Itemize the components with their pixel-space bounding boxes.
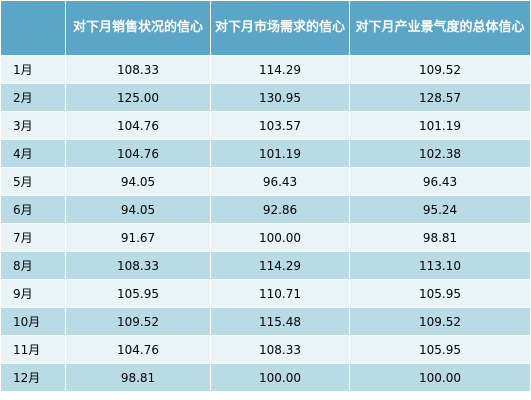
header-demand-confidence: 对下月市场需求的信心 — [210, 0, 350, 56]
demand-cell: 130.95 — [210, 83, 350, 112]
sales-cell: 109.52 — [65, 307, 211, 336]
sales-cell: 94.05 — [65, 195, 211, 224]
month-cell: 3月 — [0, 111, 66, 140]
month-cell: 6月 — [0, 195, 66, 224]
table-row: 7月 91.67 100.00 98.81 — [0, 223, 531, 252]
table-row: 4月 104.76 101.19 102.38 — [0, 139, 531, 168]
overall-cell: 113.10 — [349, 251, 531, 280]
table-row: 5月 94.05 96.43 96.43 — [0, 167, 531, 196]
overall-cell: 102.38 — [349, 139, 531, 168]
month-cell: 9月 — [0, 279, 66, 308]
sales-cell: 125.00 — [65, 83, 211, 112]
sales-cell: 91.67 — [65, 223, 211, 252]
month-cell: 1月 — [0, 55, 66, 84]
demand-cell: 92.86 — [210, 195, 350, 224]
sales-cell: 105.95 — [65, 279, 211, 308]
sales-cell: 98.81 — [65, 363, 211, 392]
demand-cell: 96.43 — [210, 167, 350, 196]
month-cell: 8月 — [0, 251, 66, 280]
demand-cell: 100.00 — [210, 223, 350, 252]
sales-cell: 104.76 — [65, 335, 211, 364]
table-row: 2月 125.00 130.95 128.57 — [0, 83, 531, 112]
demand-cell: 100.00 — [210, 363, 350, 392]
overall-cell: 101.19 — [349, 111, 531, 140]
sales-cell: 108.33 — [65, 55, 211, 84]
month-cell: 7月 — [0, 223, 66, 252]
header-sales-confidence: 对下月销售状况的信心 — [65, 0, 211, 56]
table-row: 3月 104.76 103.57 101.19 — [0, 111, 531, 140]
demand-cell: 108.33 — [210, 335, 350, 364]
sales-cell: 108.33 — [65, 251, 211, 280]
overall-cell: 128.57 — [349, 83, 531, 112]
demand-cell: 101.19 — [210, 139, 350, 168]
month-cell: 12月 — [0, 363, 66, 392]
demand-cell: 114.29 — [210, 55, 350, 84]
overall-cell: 109.52 — [349, 307, 531, 336]
header-month — [0, 0, 66, 56]
table-row: 11月 104.76 108.33 105.95 — [0, 335, 531, 364]
demand-cell: 110.71 — [210, 279, 350, 308]
month-cell: 4月 — [0, 139, 66, 168]
overall-cell: 96.43 — [349, 167, 531, 196]
overall-cell: 98.81 — [349, 223, 531, 252]
overall-cell: 109.52 — [349, 55, 531, 84]
table-row: 6月 94.05 92.86 95.24 — [0, 195, 531, 224]
overall-cell: 105.95 — [349, 279, 531, 308]
month-cell: 5月 — [0, 167, 66, 196]
overall-cell: 105.95 — [349, 335, 531, 364]
sales-cell: 94.05 — [65, 167, 211, 196]
table-row: 9月 105.95 110.71 105.95 — [0, 279, 531, 308]
table-row: 12月 98.81 100.00 100.00 — [0, 363, 531, 392]
table-row: 1月 108.33 114.29 109.52 — [0, 55, 531, 84]
month-cell: 2月 — [0, 83, 66, 112]
demand-cell: 103.57 — [210, 111, 350, 140]
demand-cell: 114.29 — [210, 251, 350, 280]
overall-cell: 100.00 — [349, 363, 531, 392]
sales-cell: 104.76 — [65, 139, 211, 168]
demand-cell: 115.48 — [210, 307, 350, 336]
table-row: 10月 109.52 115.48 109.52 — [0, 307, 531, 336]
month-cell: 10月 — [0, 307, 66, 336]
month-cell: 11月 — [0, 335, 66, 364]
sales-cell: 104.76 — [65, 111, 211, 140]
table-row: 8月 108.33 114.29 113.10 — [0, 251, 531, 280]
table-header-row: 对下月销售状况的信心 对下月市场需求的信心 对下月产业景气度的总体信心 — [0, 0, 531, 56]
header-overall-confidence: 对下月产业景气度的总体信心 — [349, 0, 531, 56]
overall-cell: 95.24 — [349, 195, 531, 224]
